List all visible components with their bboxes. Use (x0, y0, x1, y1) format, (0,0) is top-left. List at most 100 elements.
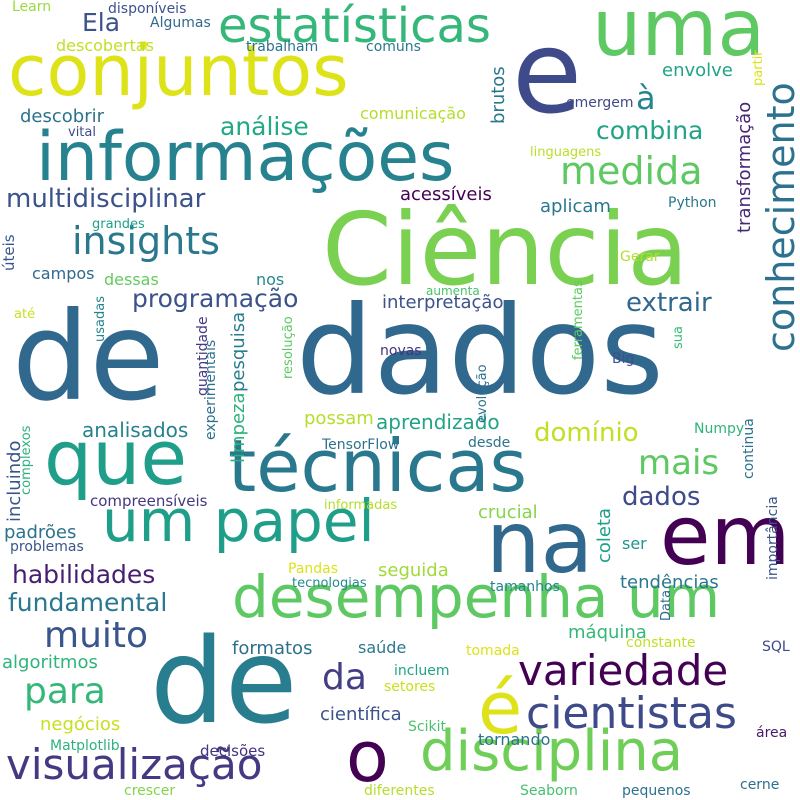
cloud-word: emergem (566, 95, 634, 111)
cloud-word: continua (741, 418, 757, 479)
cloud-word: aprendizado (376, 410, 500, 434)
cloud-word: dados (296, 280, 664, 422)
cloud-word: constante (626, 635, 696, 651)
cloud-word: comuns (366, 39, 421, 55)
cloud-word: conhecimento (759, 82, 800, 352)
cloud-word: Numpy (694, 421, 745, 437)
cloud-word: aplicam (540, 196, 611, 217)
cloud-word: úteis (0, 234, 18, 271)
cloud-word: na (486, 493, 594, 593)
cloud-word: de (150, 612, 298, 750)
cloud-word: compreensíveis (90, 492, 208, 510)
cloud-word: informadas (324, 498, 398, 513)
cloud-word: conjuntos (8, 30, 349, 112)
cloud-word: tamanhos (490, 579, 560, 595)
cloud-word: dados (622, 482, 701, 512)
cloud-word: Data (659, 589, 674, 621)
cloud-word: resolução (281, 316, 296, 379)
cloud-word: tomada (466, 643, 520, 659)
cloud-word: área (756, 725, 788, 741)
cloud-word: linguagens (530, 145, 602, 160)
cloud-word: uma (592, 0, 766, 74)
cloud-word: Ela (82, 8, 121, 37)
cloud-word: possam (304, 408, 374, 429)
cloud-word: um papel (102, 487, 375, 555)
cloud-word: tornando (478, 730, 551, 749)
cloud-word: análise (220, 112, 309, 141)
cloud-word: setores (384, 679, 436, 695)
cloud-word: algoritmos (2, 652, 98, 673)
cloud-word: cientistas (526, 688, 737, 739)
cloud-word: experimentais (203, 339, 219, 440)
cloud-word: programação (132, 284, 299, 313)
cloud-word: limpeza (228, 392, 249, 463)
cloud-word: SQL (762, 639, 790, 655)
cloud-word: grandes (92, 217, 145, 232)
cloud-word: disponíveis (108, 1, 187, 17)
cloud-word: Learn (12, 0, 52, 15)
cloud-word: formatos (232, 638, 313, 659)
cloud-word: combina (596, 116, 704, 145)
cloud-word: ser (622, 534, 647, 553)
cloud-word: dessas (104, 270, 159, 289)
cloud-word: interpretação (382, 292, 504, 313)
cloud-word: em (660, 489, 791, 584)
cloud-word: até (14, 307, 36, 322)
cloud-word: campos (32, 264, 95, 283)
cloud-word: TensorFlow (322, 437, 400, 453)
cloud-word: e (512, 6, 583, 139)
cloud-word: acessíveis (400, 184, 492, 205)
cloud-word: problemas (10, 539, 84, 555)
cloud-word: para (24, 671, 106, 712)
cloud-word: seguida (378, 560, 449, 581)
cloud-word: Gerar (620, 249, 660, 265)
cloud-word: Seaborn (520, 783, 578, 799)
cloud-word: máquina (568, 622, 647, 643)
cloud-word: ferramentas (571, 280, 586, 360)
cloud-word: Python (668, 195, 717, 211)
cloud-word: extrair (626, 288, 712, 318)
cloud-word: da (322, 657, 367, 698)
cloud-word: Scikit (408, 719, 446, 735)
cloud-word: Matplotlib (50, 738, 120, 754)
cloud-word: o (346, 716, 389, 798)
cloud-word: descobertas (56, 36, 154, 55)
cloud-word: domínio (534, 418, 639, 448)
cloud-word: coleta (594, 507, 615, 563)
cloud-word: nos (256, 270, 285, 289)
cloud-word: disciplina (420, 719, 684, 784)
cloud-word: visualização (6, 740, 263, 789)
cloud-word: Pandas (288, 561, 339, 577)
cloud-word: desempenha um (232, 563, 721, 631)
cloud-word: padrões (4, 522, 77, 543)
cloud-word: informações (36, 118, 455, 197)
cloud-word: aumenta (426, 284, 480, 298)
cloud-word: que (44, 413, 188, 502)
cloud-word: envolve (662, 60, 733, 81)
cloud-word: habilidades (12, 560, 156, 589)
cloud-word: pesquisa (228, 311, 249, 392)
cloud-word: transformação (734, 101, 755, 233)
cloud-word: negócios (40, 714, 121, 735)
cloud-word: insights (72, 219, 220, 263)
cloud-word: fundamental (8, 588, 168, 617)
cloud-word: multidisciplinar (6, 184, 206, 214)
cloud-word: técnicas (228, 424, 527, 508)
cloud-word: decisões (200, 742, 266, 760)
cloud-word: diferentes (364, 783, 435, 799)
cloud-word: sua (671, 326, 686, 349)
cloud-word: tecnologias (292, 576, 367, 591)
cloud-word: novas (380, 343, 422, 359)
cloud-word: comunicação (360, 104, 466, 123)
cloud-word: brutos (488, 66, 509, 124)
cloud-word: Ciência (322, 191, 689, 308)
cloud-word: evolução (475, 364, 490, 423)
cloud-word: importância (765, 496, 781, 580)
cloud-word: científica (320, 704, 402, 725)
cloud-word: de (12, 286, 165, 428)
cloud-word: muito (44, 615, 149, 656)
cloud-word: é (478, 666, 523, 750)
cloud-word: usadas (93, 296, 108, 342)
cloud-word: mais (638, 443, 720, 483)
